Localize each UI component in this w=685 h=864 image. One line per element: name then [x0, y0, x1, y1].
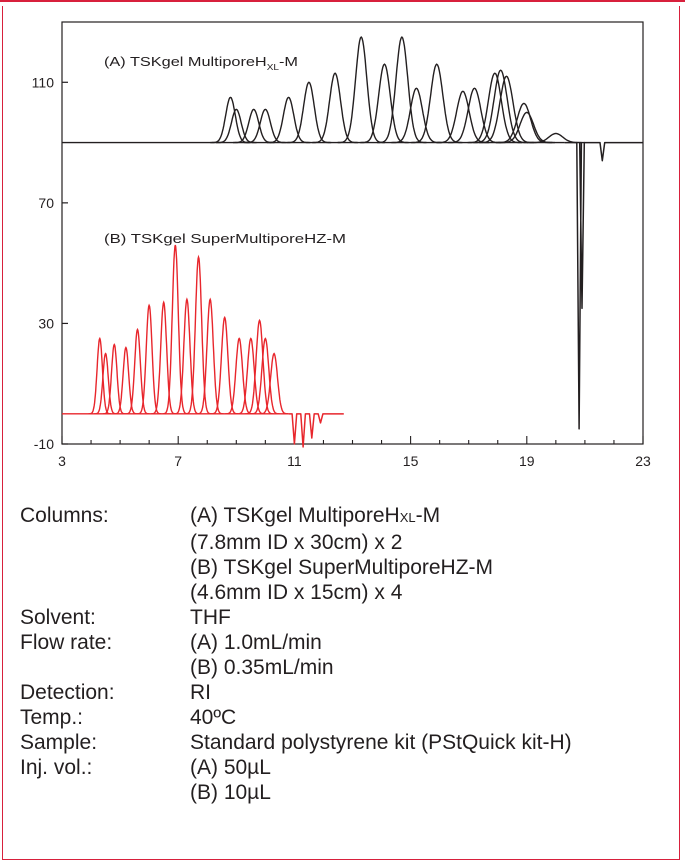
conditions-list: Columns: (A) TSKgel MultiporeHXL-M (7.8m…: [20, 503, 670, 805]
x-tick-label-4: 19: [519, 453, 535, 469]
series-1-peak-6: [151, 300, 176, 415]
injvol-row: Inj. vol.: (A) 50µL (B) 10µL: [20, 755, 670, 805]
series-0-peak-3: [244, 108, 287, 144]
detection-value: RI: [190, 681, 211, 704]
solvent-value: THF: [190, 606, 231, 629]
series-a-label-tail: -M: [279, 54, 298, 69]
series-0-peak-11: [411, 63, 463, 144]
series-1-peak-10: [196, 297, 224, 415]
columns-a-sub: XL: [399, 510, 416, 525]
series-0-peak-15: [473, 69, 529, 144]
columns-b-line: (B) TSKgel SuperMultiporeHZ-M: [190, 556, 494, 579]
series-1-peak-4: [125, 327, 150, 415]
solvent-label: Solvent:: [20, 606, 96, 629]
series-0-peak-16: [478, 75, 534, 144]
x-tick-label-1: 7: [174, 453, 182, 469]
y-tick-label-2: 30: [38, 315, 54, 331]
columns-a-line: (A) TSKgel MultiporeHXL-M: [190, 503, 670, 530]
series-0-peak-9: [377, 35, 427, 144]
series-1-peak-12: [225, 337, 253, 415]
series-1-peak-11: [211, 315, 239, 415]
series-1-peak-14: [245, 318, 274, 415]
series-0-peak-6: [312, 72, 358, 144]
temp-row: Temp.: 40ºC: [20, 705, 670, 730]
columns-values: (A) TSKgel MultiporeHXL-M (7.8mm ID x 30…: [190, 503, 670, 605]
injvol-label: Inj. vol.:: [20, 756, 93, 779]
x-tick-label-0: 3: [58, 453, 66, 469]
x-tick-label-5: 23: [635, 453, 651, 469]
series-0-peak-4: [266, 96, 311, 144]
series-1-peak-2: [102, 343, 126, 415]
series-b-label: (B) TSKgel SuperMultiporeHZ-M: [104, 231, 346, 246]
flow-row: Flow rate: (A) 1.0mL/min (B) 0.35mL/min: [20, 630, 670, 680]
x-tick-label-2: 11: [287, 453, 302, 469]
temp-value: 40ºC: [190, 706, 237, 729]
injvol-values: (A) 50µL (B) 10µL: [190, 755, 670, 805]
flow-label: Flow rate:: [20, 631, 113, 654]
x-tick-label-3: 15: [403, 453, 419, 469]
series-a-label: (A) TSKgel MultiporeH XL -M: [104, 54, 298, 72]
series-1-dips: [288, 413, 344, 448]
columns-a-dims: (7.8mm ID x 30cm) x 2: [190, 531, 403, 554]
flow-values: (A) 1.0mL/min (B) 0.35mL/min: [190, 630, 670, 680]
sample-row: Sample: Standard polystyrene kit (PStQui…: [20, 730, 670, 755]
series-0-peak-17: [495, 102, 552, 144]
detection-label: Detection:: [20, 681, 115, 704]
series-0-peak-0: [210, 96, 251, 144]
series-1-peak-7: [162, 244, 188, 415]
series-1-peak-8: [174, 297, 200, 415]
series-0-peak-8: [360, 63, 409, 144]
series-1-peak-15: [251, 337, 280, 415]
sample-label: Sample:: [20, 731, 98, 754]
sample-value: Standard polystyrene kit (PStQuick kit-H…: [190, 731, 572, 754]
chromatogram-chart: 110 70 30 -10 3 7 11 15 19 23 (A) TSKgel Multipo…: [32, 21, 651, 469]
series-a-label-main: (A) TSKgel MultiporeH: [104, 54, 267, 69]
y-tick-label-0: 110: [32, 74, 55, 90]
series-1-peak-16: [259, 352, 289, 415]
figure-frame: [2, 6, 680, 860]
series-b: [62, 244, 344, 448]
y-tick-label-1: 70: [38, 195, 54, 211]
columns-label: Columns:: [20, 504, 109, 527]
y-tick-label-3: -10: [34, 436, 54, 452]
series-0-peak-18: [498, 111, 555, 144]
series-layer: [62, 35, 643, 448]
temp-label: Temp.:: [20, 706, 84, 729]
columns-a-main: (A) TSKgel MultiporeH: [190, 504, 400, 527]
series-0-peak-5: [286, 81, 332, 144]
injvol-b: (B) 10µL: [190, 781, 271, 804]
series-0-peak-10: [391, 87, 442, 144]
flow-a: (A) 1.0mL/min: [190, 631, 322, 654]
series-0-peak-7: [337, 35, 385, 144]
series-1-peak-5: [137, 303, 162, 415]
series-1-peak-3: [114, 346, 138, 415]
detection-row: Detection: RI: [20, 680, 670, 705]
x-axis: 3 7 11 15 19 23: [58, 436, 651, 469]
flow-b: (B) 0.35mL/min: [190, 656, 334, 679]
series-1-peak-1: [94, 352, 117, 415]
solvent-row: Solvent: THF: [20, 605, 670, 630]
series-0-peak-14: [467, 72, 523, 144]
series-1-peak-9: [185, 254, 212, 415]
series-0-dips: [564, 141, 643, 430]
series-a: [62, 35, 643, 430]
series-0-peak-13: [447, 87, 502, 144]
columns-a-tail: -M: [415, 504, 441, 527]
injvol-a: (A) 50µL: [190, 756, 271, 779]
top-rule: [0, 0, 685, 2]
columns-b-dims: (4.6mm ID x 15cm) x 4: [190, 581, 403, 604]
series-a-label-sub: XL: [267, 63, 280, 72]
y-axis: 110 70 30 -10: [32, 74, 68, 452]
columns-row: Columns: (A) TSKgel MultiporeHXL-M (7.8m…: [20, 503, 670, 605]
series-1-peak-13: [236, 337, 265, 415]
series-0-peak-2: [233, 108, 275, 144]
